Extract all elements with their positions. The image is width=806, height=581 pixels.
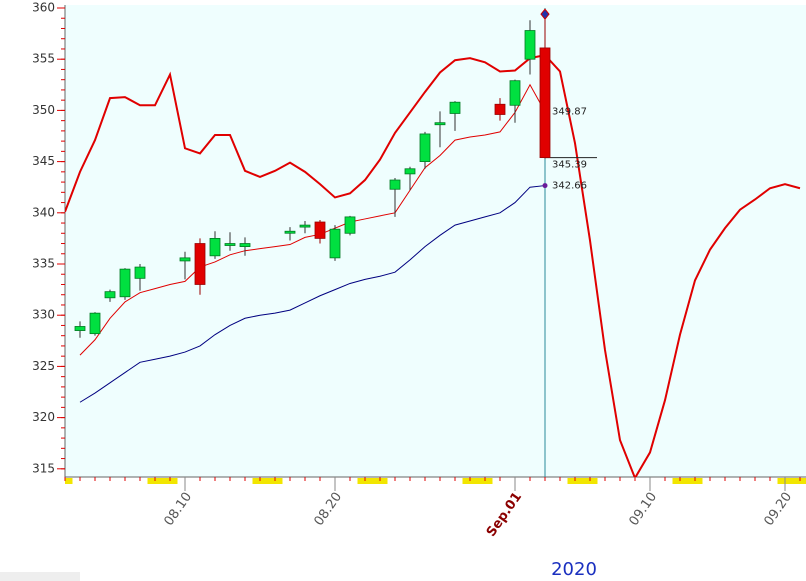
x-tick-label: 09.10: [627, 490, 661, 529]
candle-body: [209, 238, 221, 257]
candle-body: [539, 47, 551, 159]
y-tick-label: 335: [32, 257, 55, 271]
candle-body: [74, 326, 86, 331]
candle-body: [434, 122, 446, 126]
x-tick-label: Sep.01: [484, 490, 525, 540]
candle-body: [329, 228, 341, 259]
candle-body: [524, 30, 536, 60]
candle-body: [179, 257, 191, 262]
x-tick-label: 08.20: [312, 490, 346, 529]
annotation: 342.66: [552, 181, 587, 192]
candle-body: [314, 221, 326, 239]
candle-body: [299, 224, 311, 228]
y-tick-label: 350: [32, 103, 55, 117]
candle-body: [284, 230, 296, 234]
candle-body: [104, 291, 116, 299]
x-axis-label: 2020: [551, 559, 597, 580]
candle-body: [344, 216, 356, 234]
y-tick-label: 345: [32, 154, 55, 168]
y-tick-label: 320: [32, 410, 55, 424]
candle-body: [509, 80, 521, 106]
weekend-marker: [792, 478, 806, 484]
high-marker: [540, 8, 550, 20]
line-series: [79, 185, 546, 403]
plot-content: [65, 8, 801, 477]
candle-body: [389, 179, 401, 190]
candle-body: [404, 168, 416, 175]
end-marker: [542, 183, 548, 189]
candle-body: [119, 268, 131, 298]
candle-body: [419, 133, 431, 163]
weekend-marker: [65, 478, 73, 484]
annotation: 345.39: [552, 160, 587, 171]
y-tick-label: 360: [32, 1, 55, 15]
y-tick-label: 330: [32, 308, 55, 322]
candle-body: [224, 243, 236, 246]
annotation: 349.87: [552, 107, 587, 118]
y-tick-label: 340: [32, 205, 55, 219]
candle-body: [449, 101, 461, 114]
y-tick-label: 355: [32, 52, 55, 66]
corner-strip: [0, 572, 80, 581]
candle-body: [494, 103, 506, 115]
x-tick-label: 09.20: [762, 490, 796, 529]
candle-body: [239, 243, 251, 247]
candle-body: [134, 266, 146, 279]
y-tick-label: 325: [32, 359, 55, 373]
y-tick-label: 315: [32, 461, 55, 475]
candle-body: [194, 243, 206, 285]
line-series: [65, 54, 801, 477]
line-series: [79, 83, 546, 356]
plot-area: [65, 5, 806, 477]
x-tick-label: 08.10: [162, 490, 196, 529]
candle-body: [89, 312, 101, 335]
